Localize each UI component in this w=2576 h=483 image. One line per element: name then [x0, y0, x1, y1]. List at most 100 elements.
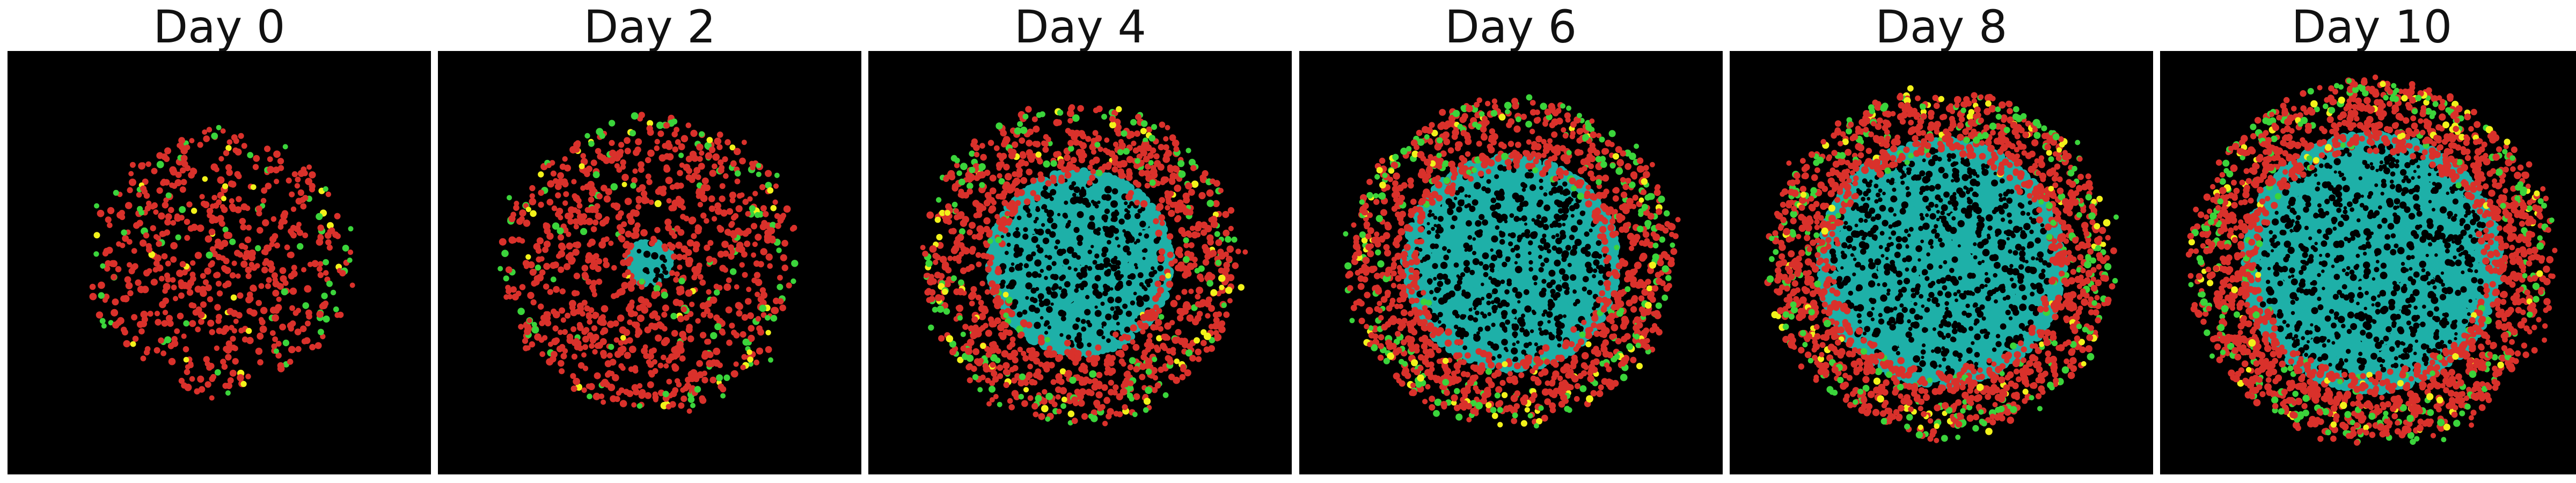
cell-dot — [779, 304, 787, 311]
cell-dot — [608, 343, 614, 350]
cell-dot — [673, 276, 679, 283]
cell-dot — [505, 266, 513, 274]
cell-dot — [1135, 266, 1139, 269]
cell-dot — [676, 289, 683, 296]
cell-dot — [181, 282, 189, 289]
cell-dot — [1074, 288, 1079, 293]
cell-dot — [572, 248, 580, 256]
cell-dot — [1026, 169, 1033, 175]
cell-dot — [220, 128, 226, 134]
cell-dot — [1011, 262, 1015, 266]
cell-dot — [618, 387, 625, 393]
cell-dot — [182, 346, 189, 353]
cell-dot — [627, 302, 635, 310]
cell-dot — [206, 364, 213, 371]
cell-dot — [676, 382, 682, 387]
cell-dot — [1051, 223, 1058, 230]
cell-dot — [573, 224, 580, 230]
cell-dot — [235, 148, 242, 156]
cell-dot — [791, 224, 797, 231]
cell-dot — [536, 237, 544, 245]
cell-dot — [267, 156, 273, 162]
cell-dot — [1146, 126, 1153, 133]
cell-dot — [159, 275, 165, 282]
cell-dot — [710, 332, 718, 340]
cell-dot — [1023, 328, 1033, 339]
cell-dot — [1050, 189, 1057, 196]
cell-dot — [151, 279, 158, 286]
cell-dot — [1117, 244, 1121, 248]
cell-dot — [1007, 398, 1013, 404]
cell-dot — [309, 343, 316, 350]
cell-dot — [309, 186, 316, 193]
cell-dot — [1077, 105, 1085, 112]
cell-dot — [170, 168, 178, 176]
cell-dot — [696, 360, 704, 367]
cell-dot — [562, 180, 569, 188]
cell-dot — [349, 282, 355, 288]
cell-dot — [258, 283, 265, 289]
cell-dot — [209, 376, 216, 382]
cell-dot — [229, 181, 237, 188]
cell-dot — [674, 271, 680, 277]
cell-dot — [178, 377, 185, 384]
cell-dot — [1101, 214, 1109, 221]
cell-dot — [632, 311, 639, 317]
cell-dot — [576, 203, 583, 209]
cell-dot — [570, 326, 577, 332]
cell-dot — [165, 314, 173, 322]
cell-dot — [736, 310, 743, 317]
cell-dot — [666, 378, 672, 385]
cell-dot — [1174, 358, 1180, 364]
cell-dot — [1070, 197, 1078, 204]
cell-layer — [89, 125, 355, 401]
cell-dot — [222, 226, 229, 233]
cell-dot — [1050, 310, 1059, 319]
cell-dot — [167, 320, 174, 327]
cell-dot — [161, 253, 168, 260]
cell-dot — [1077, 341, 1084, 349]
cell-dot — [580, 228, 588, 235]
cell-dot — [1129, 201, 1135, 206]
cell-dot — [685, 156, 693, 163]
cell-dot — [1203, 259, 1210, 266]
cell-dot — [776, 247, 782, 253]
cell-dot — [700, 184, 708, 192]
cell-dot — [676, 253, 683, 261]
cell-dot — [539, 256, 545, 262]
cell-dot — [294, 328, 302, 335]
cell-dot — [301, 267, 306, 273]
cell-dot — [534, 333, 542, 341]
cell-dot — [544, 311, 551, 318]
cell-dot — [638, 392, 646, 399]
cell-dot — [636, 383, 643, 389]
cell-dot — [508, 215, 516, 222]
cell-dot — [1030, 287, 1037, 294]
cell-dot — [1061, 316, 1067, 321]
cell-dot — [279, 267, 287, 274]
cell-dot — [551, 350, 558, 358]
cell-dot — [719, 195, 726, 202]
cell-dot — [698, 274, 704, 280]
cell-dot — [960, 267, 967, 274]
cell-dot — [1050, 291, 1058, 299]
cell-dot — [247, 152, 254, 158]
cell-dot — [701, 177, 709, 185]
cell-dot — [586, 383, 592, 389]
cell-dot — [573, 194, 581, 202]
cell-dot — [601, 378, 609, 386]
cell-dot — [145, 243, 152, 250]
cell-layer — [920, 104, 1248, 427]
cell-dot — [330, 289, 336, 296]
cell-dot — [122, 235, 129, 242]
cell-dot — [557, 227, 564, 235]
cell-dot — [135, 279, 142, 286]
cell-dot — [635, 328, 643, 336]
cell-dot — [1122, 229, 1126, 233]
cell-dot — [1089, 174, 1096, 181]
cell-dot — [253, 155, 260, 162]
cell-dot — [101, 323, 107, 329]
cell-dot — [538, 303, 544, 310]
cell-dot — [1142, 249, 1146, 253]
cell-dot — [791, 278, 796, 284]
